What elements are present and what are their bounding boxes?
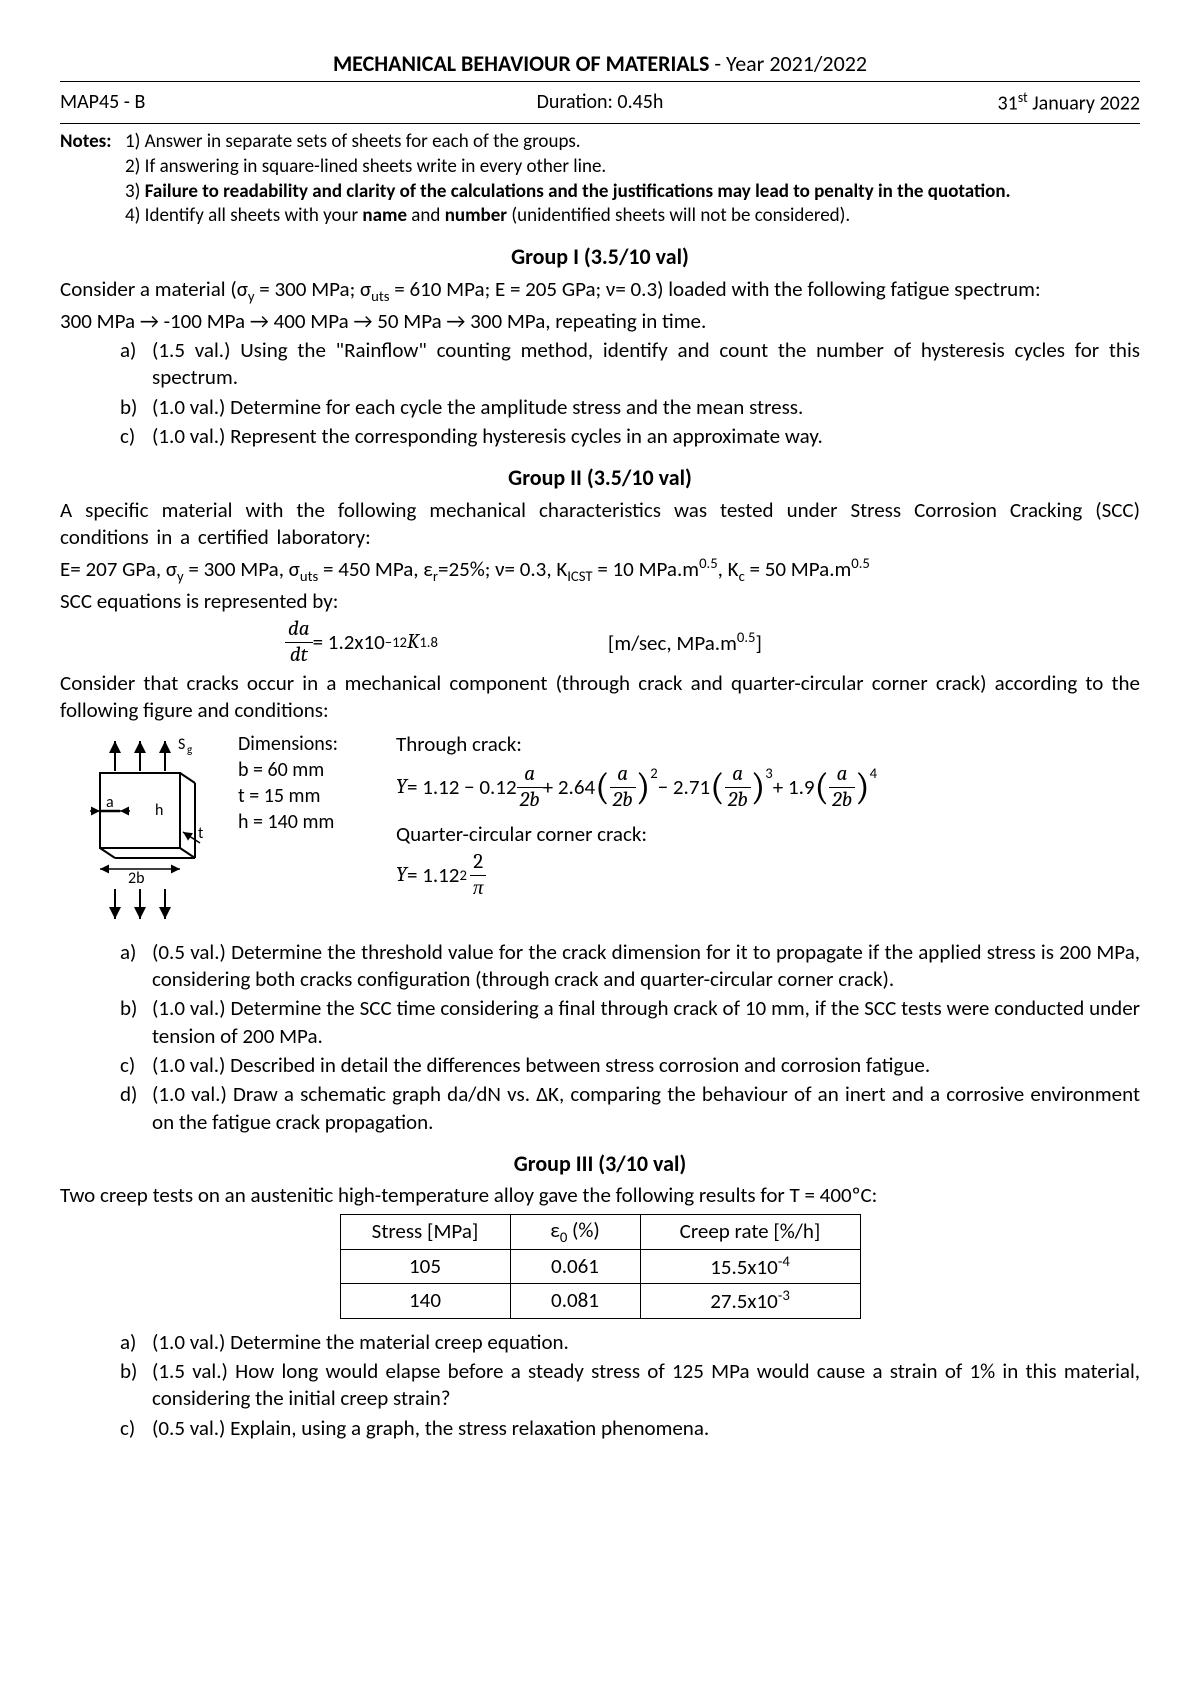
g3-item-a: a)(1.0 val.) Determine the material cree… [120, 1329, 1140, 1356]
dimensions: Dimensions: b = 60 mm t = 15 mm h = 140 … [238, 731, 388, 835]
col-stress: Stress [MPa] [340, 1214, 510, 1249]
group1-heading: Group I (3.5/10 val) [60, 243, 1140, 272]
notes-label: Notes: [60, 130, 125, 155]
through-crack-label: Through crack: [396, 731, 1140, 758]
g3-item-c: c)(0.5 val.) Explain, using a graph, the… [120, 1415, 1140, 1442]
group3-items: a)(1.0 val.) Determine the material cree… [60, 1329, 1140, 1442]
group2-items: a)(0.5 val.) Determine the threshold val… [60, 939, 1140, 1136]
exam-date: 31st January 2022 [940, 89, 1140, 117]
note-1: 1) Answer in separate sets of sheets for… [125, 130, 581, 155]
scc-equation: da dt = 1.2x10−12K1.8 [m/sec, MPa.m0.5] [60, 619, 1140, 666]
table-row: 105 0.061 15.5x10-4 [340, 1250, 860, 1284]
eq-units: [m/sec, MPa.m0.5] [608, 628, 762, 657]
duration: Duration: 0.45h [260, 89, 940, 117]
g1-item-c: c)(1.0 val.) Represent the corresponding… [120, 423, 1140, 450]
table-header-row: Stress [MPa] ε0 (%) Creep rate [%/h] [340, 1214, 860, 1249]
h-label: h [155, 801, 163, 820]
creep-table: Stress [MPa] ε0 (%) Creep rate [%/h] 105… [340, 1214, 861, 1319]
group1-spectrum: 300 MPa → -100 MPa → 400 MPa → 50 MPa → … [60, 308, 1140, 335]
title-bold: MECHANICAL BEHAVIOUR OF MATERIALS [333, 50, 709, 77]
b2-label: 2b [128, 869, 145, 888]
sg-label: S [178, 735, 185, 754]
a-label: a [106, 793, 114, 812]
g3-item-b: b)(1.5 val.) How long would elapse befor… [120, 1358, 1140, 1413]
g2-item-c: c)(1.0 val.) Described in detail the dif… [120, 1052, 1140, 1079]
note-4: 4) Identify all sheets with your name an… [60, 204, 1140, 229]
quarter-crack-label: Quarter-circular corner crack: [396, 821, 1140, 848]
group3-intro: Two creep tests on an austenitic high-te… [60, 1182, 1140, 1209]
group3-heading: Group III (3/10 val) [60, 1150, 1140, 1179]
title-year: - Year 2021/2022 [709, 50, 867, 77]
t-label: t [198, 824, 204, 843]
crack-equations: Through crack: Y = 1.12 − 0.12 a2b + 2.6… [396, 731, 1140, 900]
scc-eq-label: SCC equations is represented by: [60, 588, 1140, 615]
g1-item-b: b)(1.0 val.) Determine for each cycle th… [120, 394, 1140, 421]
exam-header-row: MAP45 - B Duration: 0.45h 31st January 2… [60, 86, 1140, 122]
dadt-fraction: da dt [285, 619, 313, 666]
col-rate: Creep rate [%/h] [640, 1214, 860, 1249]
g2-item-b: b)(1.0 val.) Determine the SCC time cons… [120, 995, 1140, 1050]
notes-block: Notes: 1) Answer in separate sets of she… [60, 130, 1140, 229]
g2-item-d: d)(1.0 val.) Draw a schematic graph da/d… [120, 1081, 1140, 1136]
group1-intro: Consider a material (σy = 300 MPa; σuts … [60, 276, 1140, 306]
table-row: 140 0.081 27.5x10-3 [340, 1284, 860, 1318]
col-eps: ε0 (%) [510, 1214, 640, 1249]
course-title: MECHANICAL BEHAVIOUR OF MATERIALS - Year… [60, 50, 1140, 79]
crack-intro: Consider that cracks occur in a mechanic… [60, 670, 1140, 725]
sg-label-sub: g [187, 743, 192, 756]
course-code: MAP45 - B [60, 89, 260, 117]
note-3: 3) Failure to readability and clarity of… [60, 180, 1140, 205]
group2-heading: Group II (3.5/10 val) [60, 464, 1140, 493]
group1-items: a)(1.5 val.) Using the "Rainflow" counti… [60, 337, 1140, 450]
g1-item-a: a)(1.5 val.) Using the "Rainflow" counti… [120, 337, 1140, 392]
crack-figure-row: S g a h t 2b [60, 731, 1140, 931]
note-2: 2) If answering in square-lined sheets w… [60, 155, 1140, 180]
group2-props: E= 207 GPa, σy = 300 MPa, σuts = 450 MPa… [60, 554, 1140, 586]
g2-item-a: a)(0.5 val.) Determine the threshold val… [120, 939, 1140, 994]
group2-intro: A specific material with the following m… [60, 497, 1140, 552]
crack-diagram: S g a h t 2b [60, 731, 230, 931]
